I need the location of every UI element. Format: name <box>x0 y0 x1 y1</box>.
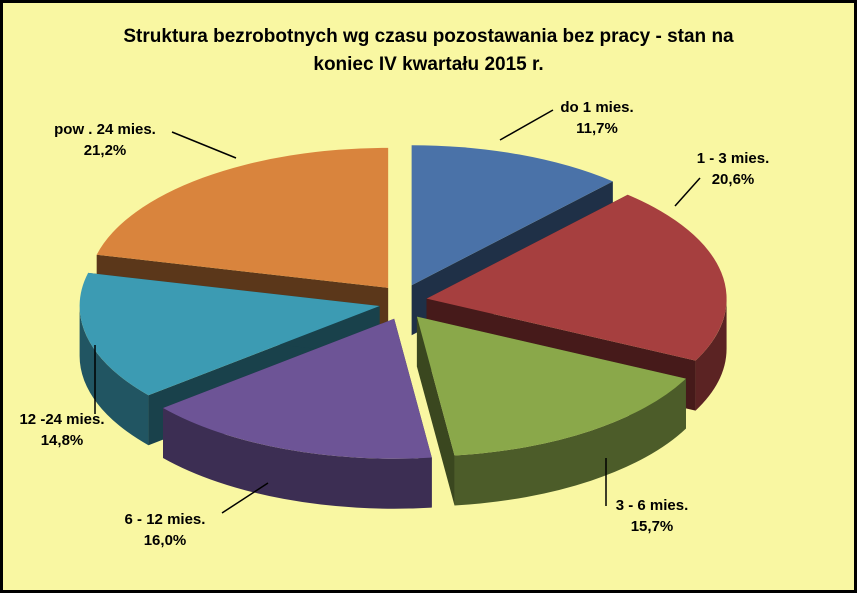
pie-slice <box>163 318 432 459</box>
slice-label: 3 - 6 mies. <box>616 497 689 514</box>
leader-lines <box>94 109 701 514</box>
pie-slice <box>411 145 613 286</box>
slice-value-label: 20,6% <box>712 171 755 188</box>
pie-slice <box>79 272 380 396</box>
chart-title: Struktura bezrobotnych wg czasu pozostaw… <box>3 23 854 79</box>
leader-line <box>499 109 554 141</box>
slice-label: 1 - 3 mies. <box>697 150 770 167</box>
slice-wall <box>416 316 455 506</box>
slice-value-label: 11,7% <box>576 120 618 137</box>
pie-top-layer <box>79 145 727 459</box>
chart-title-line-2: koniec IV kwartału 2015 r. <box>313 54 544 75</box>
slice-label: do 1 mies. <box>560 99 633 116</box>
pie-slice <box>426 194 727 361</box>
leader-line <box>674 177 701 207</box>
slice-label: 6 - 12 mies. <box>125 511 206 528</box>
slice-label: pow . 24 mies. <box>54 121 156 138</box>
slice-labels: do 1 mies. 11,7% 1 - 3 mies. 20,6% 3 - 6 mie… <box>19 99 769 549</box>
pie-slice <box>96 147 389 288</box>
chart-title-line-1: Struktura bezrobotnych wg czasu pozostaw… <box>123 26 734 47</box>
slice-side <box>695 298 727 411</box>
slice-value-label: 16,0% <box>144 532 187 549</box>
leader-line <box>171 131 237 159</box>
leader-line <box>221 482 269 514</box>
slice-value-label: 14,8% <box>41 432 84 449</box>
slice-value-label: 21,2% <box>84 142 127 159</box>
slice-value-label: 15,7% <box>631 518 674 535</box>
slice-side <box>163 407 432 509</box>
slice-label: 12 -24 mies. <box>19 411 104 428</box>
pie-slice <box>416 316 686 456</box>
slice-side <box>79 306 149 446</box>
slice-side <box>454 378 686 506</box>
